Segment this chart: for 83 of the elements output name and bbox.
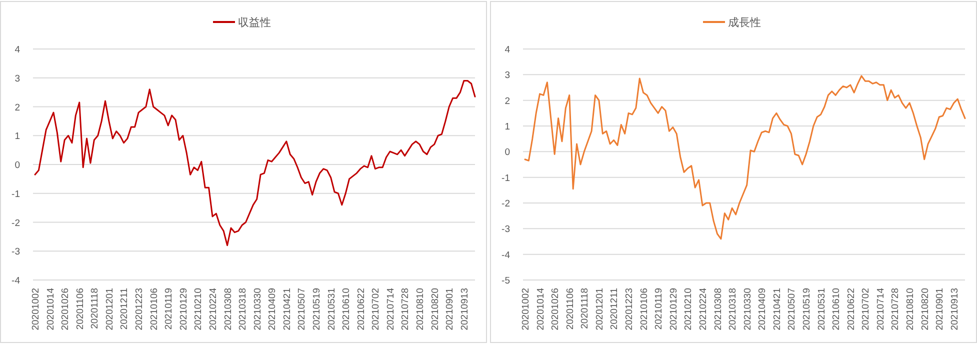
- x-tick-label: 20210913: [949, 288, 960, 330]
- y-tick-label: 3: [14, 73, 20, 84]
- x-tick-label: 20210210: [683, 288, 694, 330]
- x-tick-label: 20210409: [267, 288, 278, 330]
- x-tick-label: 20201014: [535, 288, 546, 330]
- x-tick-label: 20210913: [459, 288, 470, 330]
- x-tick-label: 20201002: [520, 288, 532, 330]
- x-tick-label: 20210119: [164, 288, 175, 330]
- x-tick-label: 20210810: [415, 288, 426, 330]
- x-tick-label: 20210106: [638, 288, 650, 330]
- x-tick-label: 20201201: [594, 288, 606, 330]
- y-tick-label: 1: [504, 122, 510, 132]
- y-tick-label: -1: [502, 172, 510, 184]
- y-tick-label: 0: [14, 160, 20, 171]
- x-tick-label: 20201106: [564, 288, 576, 330]
- x-tick-label: 20210901: [444, 288, 456, 330]
- x-tick-label: 20201118: [90, 288, 101, 329]
- x-tick-label: 20210820: [430, 288, 441, 330]
- x-tick-label: 20210119: [654, 288, 665, 330]
- x-tick-label: 20210409: [757, 288, 768, 330]
- x-tick-label: 20201211: [609, 288, 620, 330]
- x-tick-label: 20201106: [74, 288, 86, 330]
- x-tick-label: 20210308: [222, 288, 234, 330]
- y-tick-label: -4: [12, 276, 20, 286]
- x-tick-label: 20201002: [30, 288, 42, 330]
- y-tick-label: -1: [12, 188, 20, 200]
- x-tick-label: 20210702: [370, 288, 382, 330]
- x-tick-label: 20210106: [148, 288, 160, 330]
- x-tick-label: 20210519: [312, 288, 323, 330]
- x-tick-label: 20201014: [45, 288, 56, 330]
- x-tick-label: 20210129: [178, 288, 190, 330]
- x-tick-label: 20210820: [920, 288, 931, 330]
- x-tick-label: 20210308: [712, 288, 724, 330]
- x-tick-label: 20201223: [134, 288, 146, 330]
- x-tick-label: 20210714: [875, 288, 886, 330]
- x-tick-label: 20210714: [385, 288, 396, 330]
- y-tick-label: 2: [504, 96, 510, 107]
- line-series: [524, 75, 966, 240]
- x-tick-label: 20210702: [860, 288, 872, 330]
- x-tick-label: 20210210: [193, 288, 204, 330]
- x-tick-label: 20201026: [550, 288, 562, 330]
- y-tick-label: 2: [14, 102, 20, 114]
- y-tick-label: -3: [12, 246, 20, 258]
- x-tick-label: 20210622: [846, 288, 857, 330]
- x-tick-label: 20201223: [624, 288, 636, 330]
- x-tick-label: 20210330: [742, 288, 754, 330]
- x-tick-label: 20201201: [104, 288, 116, 330]
- x-tick-label: 20201211: [119, 288, 130, 330]
- x-tick-label: 20210129: [668, 288, 680, 330]
- y-tick-label: 0: [504, 147, 510, 158]
- x-tick-label: 20210519: [802, 288, 813, 330]
- y-tick-label: -4: [502, 250, 510, 261]
- x-tick-label: 20210531: [326, 288, 338, 330]
- x-tick-label: 20210421: [772, 288, 783, 330]
- y-tick-label: -2: [502, 198, 510, 210]
- x-tick-label: 20210318: [238, 288, 249, 330]
- y-tick-label: 4: [14, 44, 20, 56]
- x-tick-label: 20210728: [890, 288, 902, 330]
- x-tick-label: 20210507: [786, 288, 798, 330]
- y-tick-label: -3: [502, 224, 510, 236]
- x-tick-label: 20201118: [580, 288, 591, 329]
- x-tick-label: 20210224: [698, 288, 709, 330]
- x-tick-label: 20210810: [905, 288, 916, 330]
- legend-label: 成長性: [728, 16, 761, 29]
- x-tick-label: 20210901: [934, 288, 946, 330]
- x-tick-label: 20210224: [208, 288, 219, 330]
- x-tick-label: 20210330: [252, 288, 264, 330]
- line-series: [34, 80, 476, 246]
- x-tick-label: 20210421: [282, 288, 293, 330]
- y-tick-label: -2: [12, 218, 20, 229]
- x-tick-label: 20210531: [816, 288, 828, 330]
- x-tick-label: 20210507: [296, 288, 308, 330]
- x-tick-label: 20210318: [728, 288, 739, 330]
- y-tick-label: 3: [504, 70, 510, 82]
- x-tick-label: 20210610: [341, 288, 352, 330]
- y-tick-label: 1: [14, 131, 20, 142]
- y-tick-label: 4: [504, 44, 510, 56]
- x-tick-label: 20210610: [831, 288, 842, 330]
- x-tick-label: 20210622: [356, 288, 367, 330]
- legend-label: 収益性: [238, 16, 271, 29]
- x-tick-label: 20201026: [60, 288, 72, 330]
- y-tick-label: -5: [502, 276, 510, 286]
- x-tick-label: 20210728: [400, 288, 412, 330]
